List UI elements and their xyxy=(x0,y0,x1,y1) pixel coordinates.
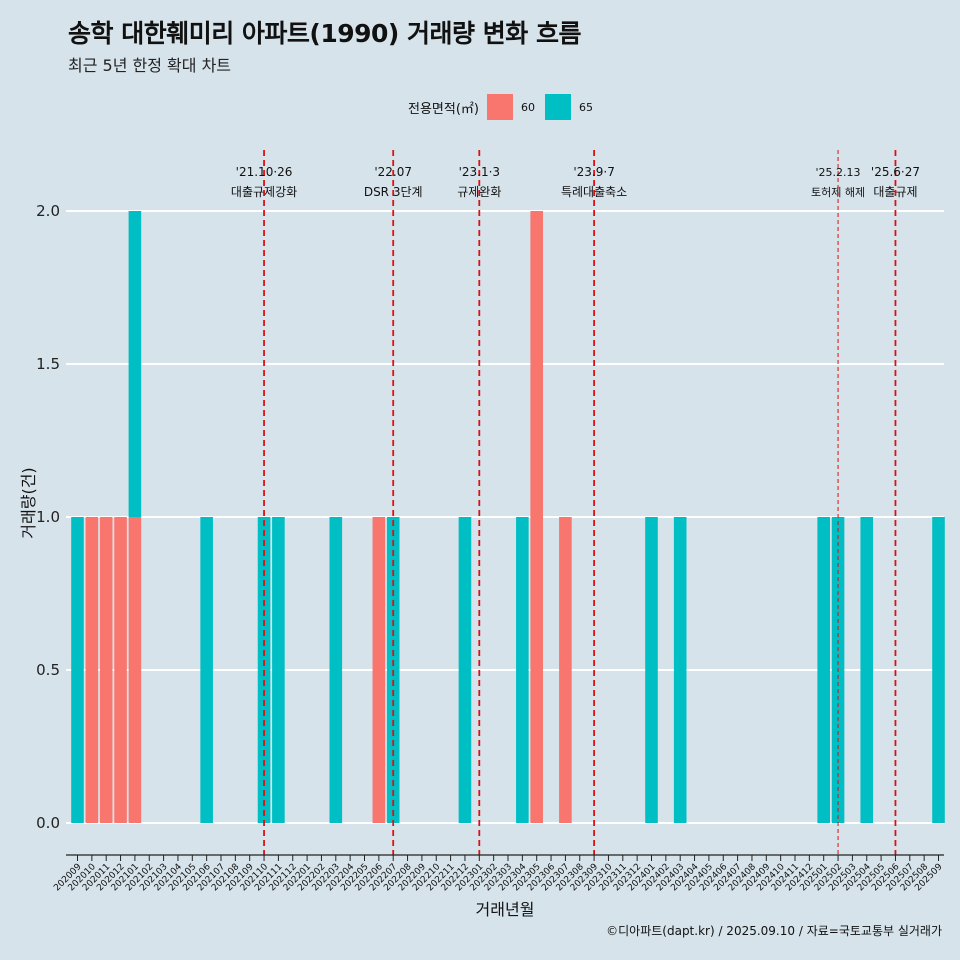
bar-65-202504 xyxy=(860,517,874,823)
bar-60-202305 xyxy=(530,211,543,823)
bar-65-202111 xyxy=(272,517,285,823)
event-name-label: 대출규제강화 xyxy=(231,185,297,199)
event-name-label: 규제완화 xyxy=(457,185,501,199)
bar-65-202212 xyxy=(458,517,472,823)
y-tick-label: 0.5 xyxy=(36,661,60,679)
bar-60-202011 xyxy=(99,517,113,823)
legend-label-65: 65 xyxy=(578,100,593,114)
bar-60-202010 xyxy=(85,517,99,823)
bar-65-202203 xyxy=(329,517,343,823)
bar-60-202307 xyxy=(559,517,572,823)
bar-65-202509 xyxy=(932,517,945,823)
bar-65-202304 xyxy=(516,517,529,823)
event-date-label: '23.9·7 xyxy=(573,165,614,179)
gridlines xyxy=(66,210,944,824)
event-date-label: '25.6·27 xyxy=(871,165,920,179)
y-tick-label: 1.0 xyxy=(36,508,60,526)
event-name-label: 특례대출축소 xyxy=(561,185,627,199)
legend-title: 전용면적(㎡) xyxy=(408,101,479,117)
event-name-label: DSR 3단계 xyxy=(364,185,423,199)
legend-key-60 xyxy=(486,94,513,120)
bar-65-202501 xyxy=(817,517,830,823)
page-subtitle: 최근 5년 한정 확대 차트 xyxy=(68,56,232,75)
bar-60-202012 xyxy=(114,517,127,823)
y-tick-label: 1.5 xyxy=(36,355,60,373)
bar-65-202403 xyxy=(673,517,687,823)
x-axis-title: 거래년월 xyxy=(476,900,535,919)
bars xyxy=(71,211,945,823)
bar-65-202401 xyxy=(645,517,658,823)
legend-key-65 xyxy=(544,94,571,120)
bar-65-202106 xyxy=(200,517,213,823)
event-date-label: '25.2.13 xyxy=(816,166,861,179)
bar-60-202206 xyxy=(372,517,386,823)
axes: 0.00.51.01.52.02020092020102020112020122… xyxy=(19,202,945,919)
bar-65-202101 xyxy=(128,211,142,517)
y-tick-label: 0.0 xyxy=(36,814,60,832)
event-name-label: 토허제 해제 xyxy=(811,185,865,199)
event-name-label: 대출규제 xyxy=(873,185,917,199)
y-axis-title: 거래량(건) xyxy=(19,467,38,538)
legend: 전용면적(㎡) 60 65 xyxy=(408,93,603,121)
page-title: 송학 대한훼미리 아파트(1990) 거래량 변화 흐름 xyxy=(68,19,581,48)
bar-65-202009 xyxy=(71,517,84,823)
event-date-label: '22.07 xyxy=(374,165,412,179)
event-date-label: '21.10·26 xyxy=(236,165,293,179)
y-tick-label: 2.0 xyxy=(36,202,60,220)
caption: ©디아파트(dapt.kr) / 2025.09.10 / 자료=국토교통부 실… xyxy=(606,924,942,938)
event-date-label: '23.1·3 xyxy=(459,165,500,179)
bar-60-202101 xyxy=(128,517,142,823)
event-lines: '21.10·26 대출규제강화 '22.07 DSR 3단계 '23.1·3 규제완화 '… xyxy=(231,150,920,855)
legend-label-60: 60 xyxy=(520,100,535,114)
